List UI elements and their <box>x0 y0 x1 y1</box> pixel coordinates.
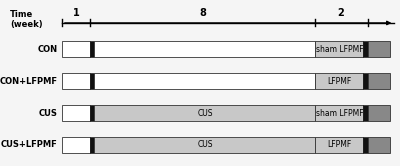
Bar <box>90 105 94 121</box>
Bar <box>363 42 368 57</box>
Bar <box>94 73 316 89</box>
Bar <box>62 105 90 121</box>
Bar <box>90 42 94 57</box>
Text: LFPMF: LFPMF <box>327 77 352 86</box>
Bar <box>363 105 368 121</box>
Bar <box>90 137 94 153</box>
Bar <box>90 73 94 89</box>
Bar <box>316 73 363 89</box>
Text: (week): (week) <box>10 20 42 29</box>
Bar <box>94 42 316 57</box>
Text: 8: 8 <box>199 8 206 18</box>
Bar <box>363 137 368 153</box>
Bar <box>62 137 90 153</box>
Text: 2: 2 <box>338 8 344 18</box>
Bar <box>62 73 90 89</box>
Text: sham LFPMF: sham LFPMF <box>316 45 363 54</box>
Bar <box>316 42 363 57</box>
Text: sham LFPMF: sham LFPMF <box>316 109 363 118</box>
Text: CON: CON <box>38 45 58 54</box>
Bar <box>316 137 363 153</box>
Text: CUS: CUS <box>197 109 213 118</box>
Text: 1: 1 <box>73 8 80 18</box>
Bar <box>94 105 316 121</box>
Text: CON+LFPMF: CON+LFPMF <box>0 77 58 86</box>
Bar <box>316 105 363 121</box>
Text: Time: Time <box>10 10 33 19</box>
Bar <box>94 137 316 153</box>
Text: CUS: CUS <box>39 109 58 118</box>
Bar <box>368 137 390 153</box>
Bar <box>368 105 390 121</box>
Text: CUS+LFPMF: CUS+LFPMF <box>1 140 58 149</box>
Bar <box>363 73 368 89</box>
Text: CUS: CUS <box>197 140 213 149</box>
Bar <box>62 42 90 57</box>
Bar <box>368 42 390 57</box>
Text: LFPMF: LFPMF <box>327 140 352 149</box>
Bar <box>368 73 390 89</box>
